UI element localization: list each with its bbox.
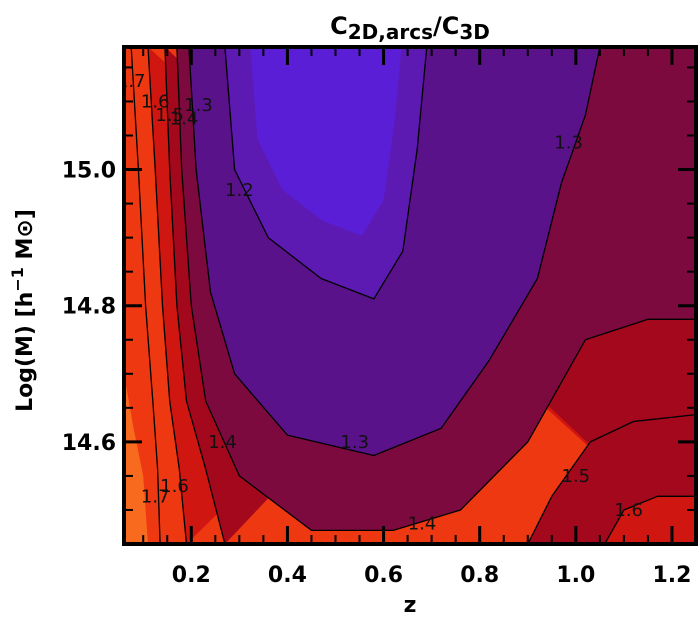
- x-tick-label-3: 0.8: [460, 563, 499, 588]
- contour-label-0: 1.7: [117, 71, 146, 92]
- title-slash: /C: [433, 12, 459, 40]
- contour-line-1-5-3: [164, 47, 226, 544]
- y-label-exp: −1: [8, 267, 27, 292]
- x-tick-label-2: 0.6: [364, 563, 403, 588]
- y-axis-label: Log(M) [h−1 M⊙]: [8, 209, 39, 412]
- x-tick-label-5: 1.2: [652, 563, 691, 588]
- y-tick-label-0: 14.6: [62, 431, 116, 456]
- contour-labels: 1.71.61.51.41.31.31.21.31.41.71.61.41.51…: [117, 71, 643, 535]
- title-sub1: 2D,arcs: [348, 20, 433, 44]
- x-tick-label-1: 0.4: [268, 563, 307, 588]
- contour-label-4: 1.3: [184, 95, 213, 116]
- contour-lines: [130, 47, 696, 544]
- contour-label-8: 1.4: [208, 432, 237, 453]
- contour-line-1-4-2: [176, 47, 696, 532]
- contour-label-3: 1.4: [170, 108, 199, 129]
- band-1-1-core: [250, 47, 402, 236]
- contour-label-6: 1.2: [225, 180, 254, 201]
- x-tick-label-0: 0.2: [172, 563, 211, 588]
- plot-area: 1.71.61.51.41.31.31.21.31.41.71.61.41.51…: [117, 47, 696, 544]
- contour-label-10: 1.6: [160, 476, 189, 497]
- contour-fills: [124, 47, 696, 544]
- contour-label-9: 1.7: [141, 486, 170, 507]
- contour-line-1-2-0: [224, 47, 428, 300]
- plot-frame: [122, 45, 698, 546]
- tick-labels: 0.2 0.4 0.6 0.8 1.0 1.2 14.6 14.8 15.0: [62, 159, 692, 588]
- contour-line-1-5-4: [527, 413, 696, 544]
- band-hot-0: [124, 373, 148, 544]
- contour-label-5: 1.3: [554, 132, 583, 153]
- contour-label-12: 1.5: [562, 466, 591, 487]
- y-label-prefix: Log(M) [h: [13, 292, 38, 412]
- contour-label-2: 1.5: [155, 105, 184, 126]
- contour-label-13: 1.6: [614, 500, 643, 521]
- contour-line-1-7-7: [130, 47, 161, 544]
- title-sub2: 3D: [459, 20, 490, 44]
- chart-title: C2D,arcs/C3D: [330, 12, 490, 44]
- contour-label-1: 1.6: [141, 91, 170, 112]
- contour-line-1-6-6: [604, 495, 696, 544]
- y-tick-label-2: 15.0: [62, 159, 116, 184]
- contour-label-7: 1.3: [340, 432, 369, 453]
- contour-line-1-6-5: [147, 47, 188, 544]
- x-axis-label: z: [404, 593, 417, 618]
- y-label-suffix: M⊙]: [13, 209, 38, 267]
- contour-line-1-3-1: [188, 47, 601, 457]
- y-tick-label-1: 14.8: [62, 295, 116, 320]
- title-main: C: [330, 12, 348, 40]
- contour-label-11: 1.4: [408, 514, 437, 535]
- x-tick-label-4: 1.0: [556, 563, 595, 588]
